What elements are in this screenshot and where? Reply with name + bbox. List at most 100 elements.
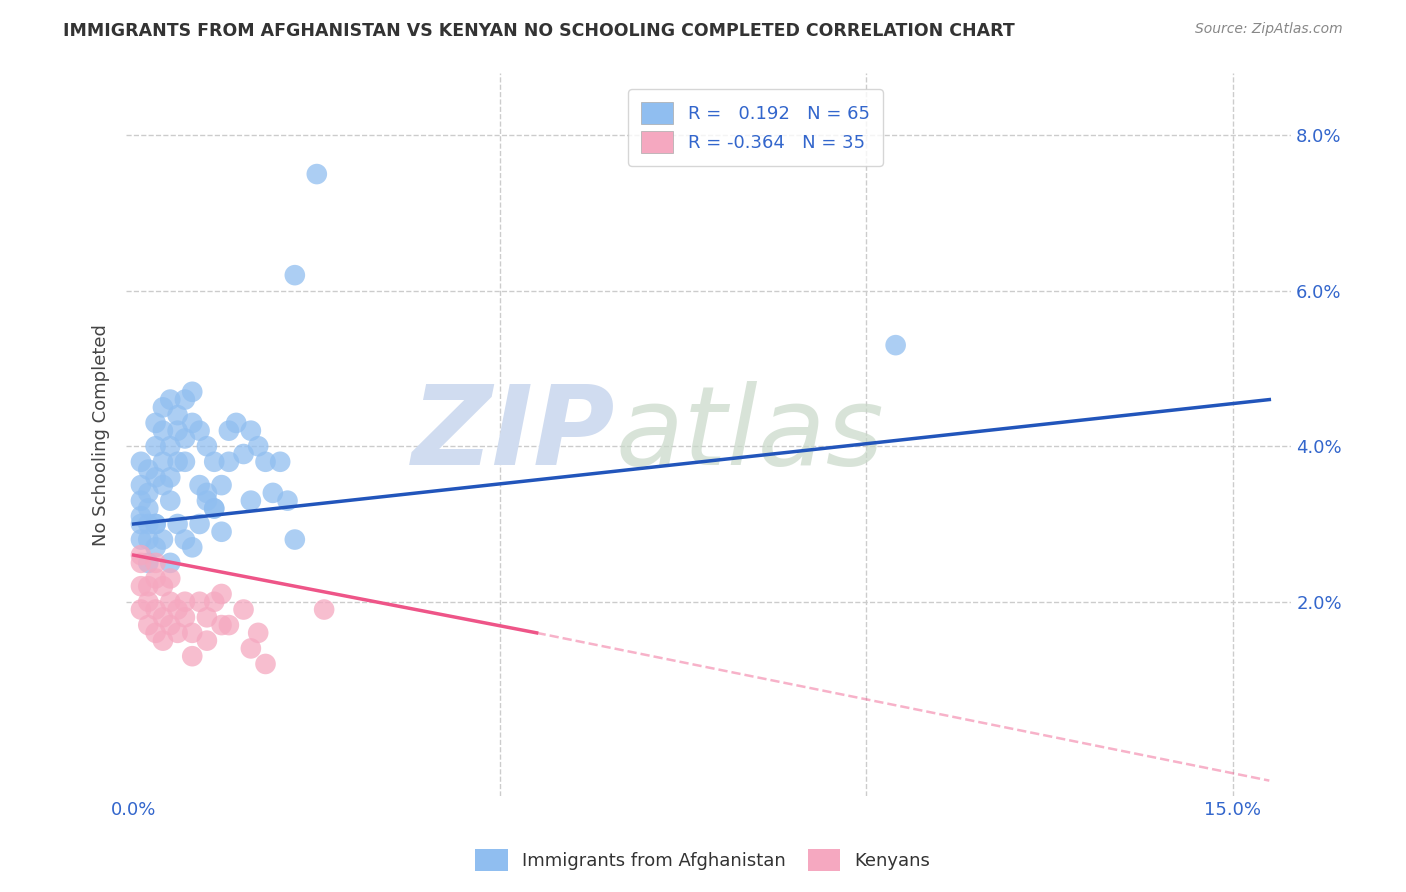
Point [254,657,277,671]
Point [284,268,307,282]
Point [145,416,167,430]
Y-axis label: No Schooling Completed: No Schooling Completed [93,324,110,546]
Point [181,384,204,399]
Point [159,392,181,407]
Point [166,455,188,469]
Text: Source: ZipAtlas.com: Source: ZipAtlas.com [1195,22,1343,37]
Point [239,424,262,438]
Point [159,595,181,609]
Point [129,455,152,469]
Point [211,587,233,601]
Point [188,478,211,492]
Point [276,493,298,508]
Point [145,571,167,585]
Point [211,524,233,539]
Point [195,439,218,453]
Point [145,516,167,531]
Point [145,625,167,640]
Point [218,455,240,469]
Point [195,486,218,500]
Point [129,533,152,547]
Point [145,516,167,531]
Point [145,556,167,570]
Point [884,338,907,352]
Point [188,595,211,609]
Point [152,424,174,438]
Point [159,556,181,570]
Point [239,641,262,656]
Point [174,595,197,609]
Point [152,633,174,648]
Point [166,516,188,531]
Point [136,579,159,593]
Point [129,509,152,524]
Point [195,493,218,508]
Point [202,595,225,609]
Text: atlas: atlas [616,381,884,488]
Text: IMMIGRANTS FROM AFGHANISTAN VS KENYAN NO SCHOOLING COMPLETED CORRELATION CHART: IMMIGRANTS FROM AFGHANISTAN VS KENYAN NO… [63,22,1015,40]
Point [136,556,159,570]
Point [145,541,167,555]
Point [166,408,188,422]
Point [152,610,174,624]
Point [129,548,152,562]
Point [136,462,159,476]
Point [218,424,240,438]
Point [152,401,174,415]
Point [188,516,211,531]
Point [225,416,247,430]
Point [129,602,152,616]
Point [136,486,159,500]
Point [129,579,152,593]
Point [145,439,167,453]
Point [211,478,233,492]
Legend: Immigrants from Afghanistan, Kenyans: Immigrants from Afghanistan, Kenyans [468,842,938,879]
Point [269,455,291,469]
Legend: R =   0.192   N = 65, R = -0.364   N = 35: R = 0.192 N = 65, R = -0.364 N = 35 [628,89,883,166]
Point [152,455,174,469]
Point [159,618,181,632]
Point [152,533,174,547]
Point [129,478,152,492]
Point [232,602,254,616]
Point [174,610,197,624]
Point [262,486,284,500]
Point [174,432,197,446]
Point [202,501,225,516]
Point [166,424,188,438]
Point [166,625,188,640]
Point [305,167,328,181]
Point [239,493,262,508]
Point [181,625,204,640]
Point [129,556,152,570]
Point [136,533,159,547]
Point [314,602,336,616]
Point [174,455,197,469]
Point [136,618,159,632]
Point [136,516,159,531]
Point [145,602,167,616]
Point [136,595,159,609]
Point [159,439,181,453]
Point [159,571,181,585]
Point [152,579,174,593]
Point [136,501,159,516]
Point [247,439,270,453]
Point [174,392,197,407]
Point [181,541,204,555]
Point [195,633,218,648]
Point [129,493,152,508]
Point [284,533,307,547]
Point [202,455,225,469]
Point [159,470,181,484]
Point [254,455,277,469]
Point [181,416,204,430]
Point [145,470,167,484]
Point [195,610,218,624]
Point [129,516,152,531]
Point [202,501,225,516]
Point [218,618,240,632]
Point [232,447,254,461]
Point [166,602,188,616]
Text: ZIP: ZIP [412,381,616,488]
